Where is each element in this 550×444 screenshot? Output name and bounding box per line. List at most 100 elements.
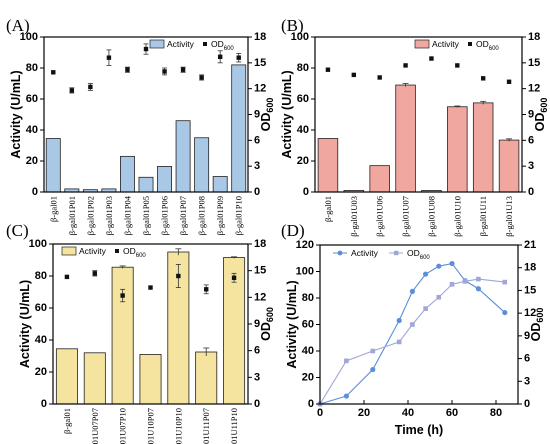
legend: Activity OD600: [414, 39, 499, 52]
legend-label-activity: Activity: [351, 248, 379, 258]
category-label: β-gal01P09: [215, 196, 225, 235]
legend-label-od: OD600: [211, 39, 234, 52]
od-point: [176, 273, 181, 279]
y-right-axis-title: OD600: [533, 98, 549, 132]
y-tick-label: 80: [26, 62, 38, 74]
od-point: [429, 56, 434, 61]
od-point: [199, 75, 204, 80]
bar: [395, 84, 416, 193]
plot-frame: [319, 244, 519, 405]
od-point: [143, 46, 149, 52]
y-right-tick-label: 3: [528, 160, 534, 172]
y-right-tick-label: 3: [254, 371, 260, 383]
panel-d: (D) 0 20 40 60 80 Time (h) 0 20 40 60 80 100 120 0 3 6 9 1…: [281, 221, 545, 437]
legend-swatch-od: [468, 42, 472, 46]
panel-a: (A) β-gal01 β-gal01P01 β-gal01P02 β-gal01P03…: [6, 16, 275, 235]
y-right-tick-label: 12: [524, 307, 536, 319]
bar: [157, 166, 172, 193]
activity-line: [319, 262, 506, 405]
od-point: [480, 76, 486, 81]
y-right-tick-label: 6: [528, 134, 534, 146]
panel-c: (C) β-gal01 β-gal01U07P07 β-gal01U07P10 β-ga…: [6, 221, 275, 444]
bar: [45, 138, 61, 193]
od-point: [236, 55, 241, 60]
activity-point: [423, 271, 429, 277]
od-point: [92, 271, 97, 276]
y-right-tick-label: 9: [254, 318, 260, 330]
od-point: [377, 75, 382, 80]
category-label: β-gal01U06: [375, 196, 385, 237]
y-right-tick-label: 15: [524, 284, 536, 296]
y-tick-label: 20: [297, 155, 309, 167]
od-point: [69, 88, 75, 93]
legend-label-od: OD600: [476, 39, 499, 52]
legend-swatch-od: [203, 42, 207, 46]
legend: Activity OD600: [61, 246, 146, 259]
od-point: [180, 67, 186, 72]
category-label: β-gal01U10P07: [146, 408, 156, 444]
plot-frame: [43, 36, 249, 193]
y-tick-label: 60: [35, 302, 47, 314]
category-label: β-gal01P08: [197, 196, 207, 235]
x-tick-label: 60: [446, 407, 458, 419]
od-point: [476, 276, 481, 282]
legend: Activity OD600: [149, 39, 234, 52]
y-tick-label: 20: [26, 155, 38, 167]
y-right-tick-label: 15: [254, 57, 266, 69]
activity-point: [343, 393, 349, 399]
od-point: [217, 54, 223, 60]
y-tick-label: 0: [32, 186, 38, 198]
od-point: [351, 72, 357, 78]
y-tick-label: 120: [296, 239, 314, 251]
bar: [447, 106, 468, 193]
activity-point: [409, 288, 415, 294]
y-right-tick-label: 18: [528, 31, 540, 43]
category-label: β-gal01U11P07: [201, 408, 211, 444]
activity-point: [396, 317, 402, 324]
bar: [111, 266, 134, 405]
bar: [369, 165, 390, 193]
bar: [175, 120, 191, 193]
bar: [194, 137, 210, 193]
bar: [120, 155, 135, 193]
y-tick-label: 100: [291, 31, 309, 43]
od-point: [423, 306, 428, 311]
category-label: β-gal01U07: [401, 196, 411, 237]
y-right-tick-label: 12: [528, 83, 540, 95]
x-axis-title: Time (h): [395, 423, 443, 437]
category-label: β-gal01U07P10: [118, 408, 128, 444]
y-right-tick-label: 0: [254, 398, 260, 410]
od-point: [396, 339, 402, 345]
y-right-axis-title: OD600: [259, 307, 275, 341]
y-tick-label: 20: [302, 372, 314, 384]
category-label: β-gal01P07: [178, 196, 188, 235]
y-tick-label: 80: [297, 62, 309, 74]
category-label: β-gal01P03: [104, 196, 114, 235]
bar: [472, 102, 494, 193]
category-label: β-gal01P01: [67, 196, 77, 235]
bar: [83, 352, 106, 405]
y-axis-title: Activity (U/mL): [280, 70, 294, 158]
legend-label-activity: Activity: [167, 39, 195, 49]
y-right-tick-label: 15: [254, 265, 266, 277]
activity-point: [502, 309, 508, 316]
panel-label: (C): [6, 221, 29, 240]
panel-label: (A): [6, 16, 30, 35]
category-label: β-gal01U11: [478, 196, 488, 236]
activity-point: [449, 260, 455, 267]
od-point: [344, 358, 349, 364]
od-point: [88, 84, 93, 90]
y-axis-title: Activity (U/mL): [285, 280, 299, 368]
y-right-tick-label: 18: [524, 262, 536, 274]
y-right-tick-label: 12: [254, 83, 266, 95]
y-tick-label: 20: [35, 366, 47, 378]
y-tick-label: 0: [41, 398, 47, 410]
y-tick-label: 100: [20, 31, 38, 43]
legend-swatch-activity: [61, 246, 77, 256]
y-tick-label: 100: [296, 266, 314, 278]
legend-swatch-activity: [149, 39, 165, 49]
od-point: [106, 55, 112, 60]
bar: [55, 348, 78, 405]
bar: [212, 176, 228, 193]
